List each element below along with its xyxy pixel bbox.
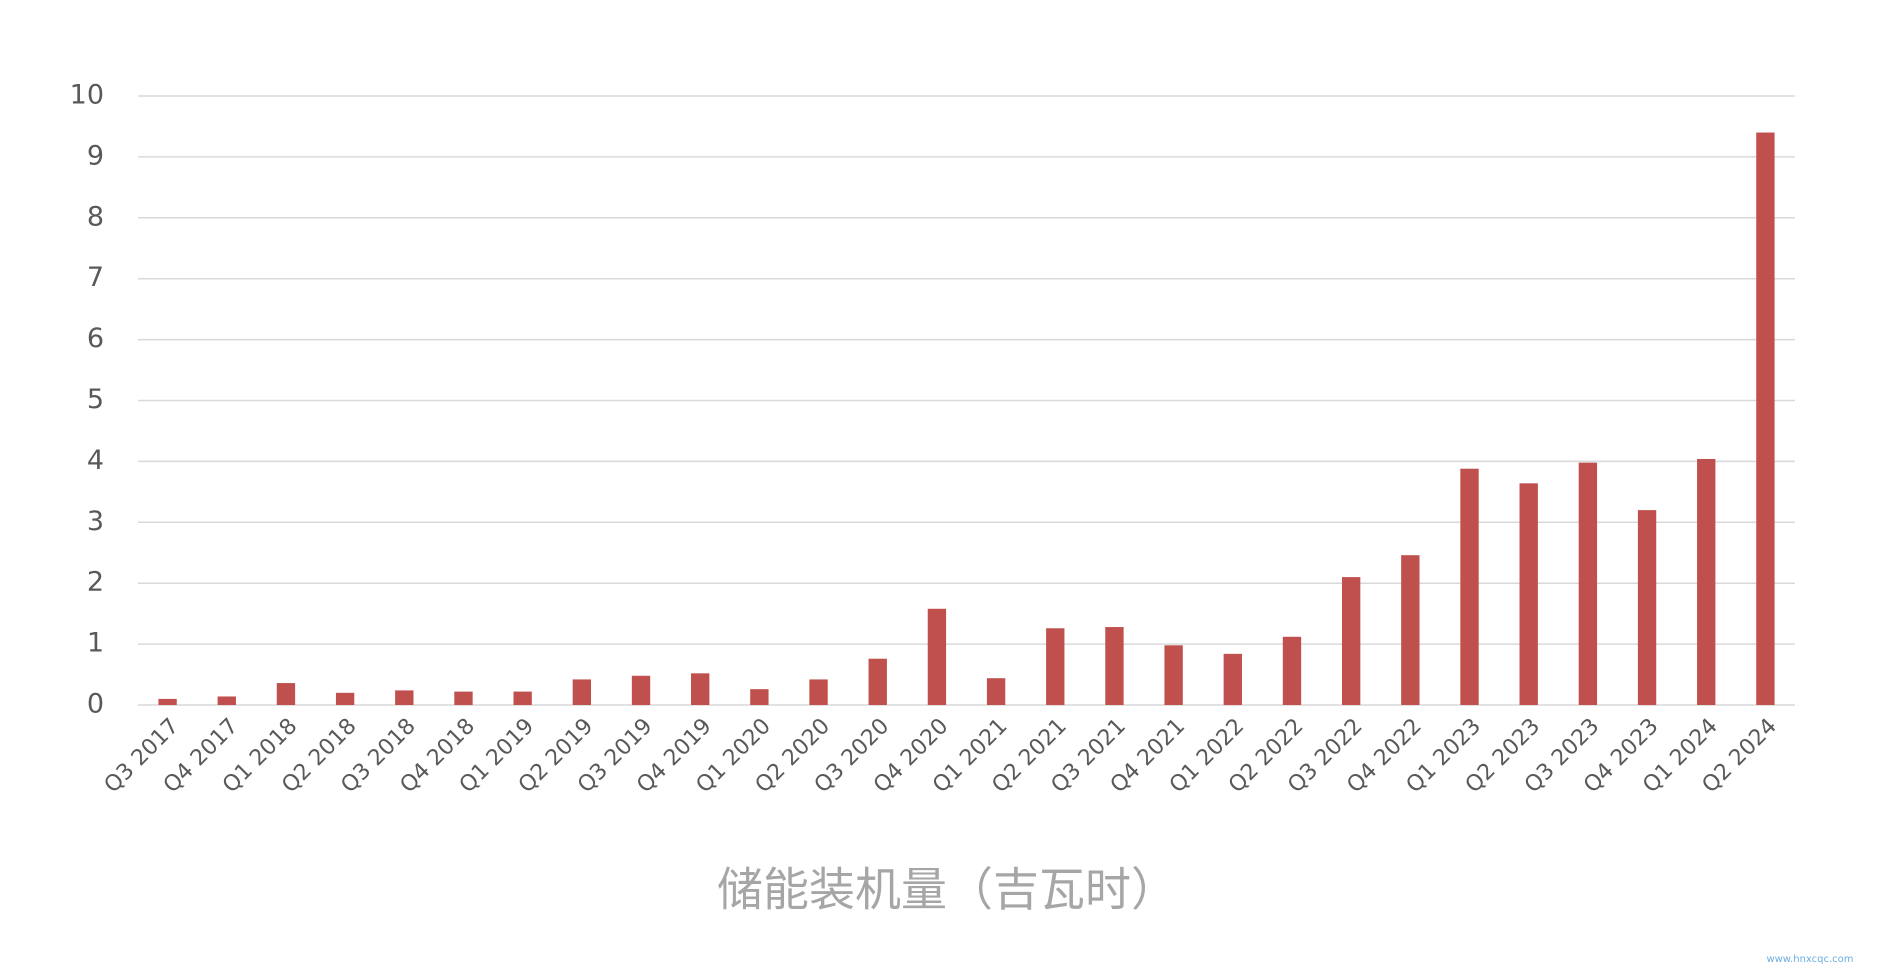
chart-title: 储能装机量（吉瓦时） [717, 863, 1177, 917]
y-tick-label: 8 [87, 201, 104, 232]
bar [1105, 627, 1124, 705]
bar [276, 683, 296, 705]
bar [513, 691, 532, 705]
bar [1460, 468, 1479, 705]
y-tick-label: 5 [87, 384, 104, 415]
bar [1223, 653, 1242, 705]
bar [631, 675, 651, 705]
bar [217, 696, 236, 705]
y-tick-label: 2 [87, 567, 104, 598]
bar [1519, 483, 1538, 705]
bar [809, 679, 828, 705]
bar [1401, 555, 1420, 705]
bar [1756, 132, 1775, 706]
bar [335, 692, 355, 705]
bar [1578, 462, 1598, 705]
y-tick-label: 10 [70, 80, 104, 111]
bar [572, 679, 592, 705]
bar [1282, 636, 1302, 705]
bar [454, 691, 473, 705]
bar [1164, 645, 1183, 705]
y-tick-label: 9 [87, 140, 104, 171]
bar [927, 608, 947, 705]
y-tick-label: 7 [87, 262, 104, 293]
y-tick-label: 1 [87, 628, 104, 659]
bar [1341, 577, 1361, 705]
y-tick-label: 6 [87, 323, 104, 354]
bar [691, 673, 710, 705]
y-tick-label: 4 [87, 445, 104, 476]
y-tick-label: 0 [87, 689, 104, 720]
bar [158, 698, 177, 705]
bar [1046, 628, 1065, 705]
watermark: www.hnxcqc.com [1766, 954, 1853, 965]
y-tick-label: 3 [87, 506, 104, 537]
bar [1637, 510, 1657, 705]
bar [986, 678, 1006, 705]
bar [868, 658, 887, 705]
bar [395, 690, 414, 705]
bar [1697, 458, 1716, 705]
bar [750, 689, 769, 705]
